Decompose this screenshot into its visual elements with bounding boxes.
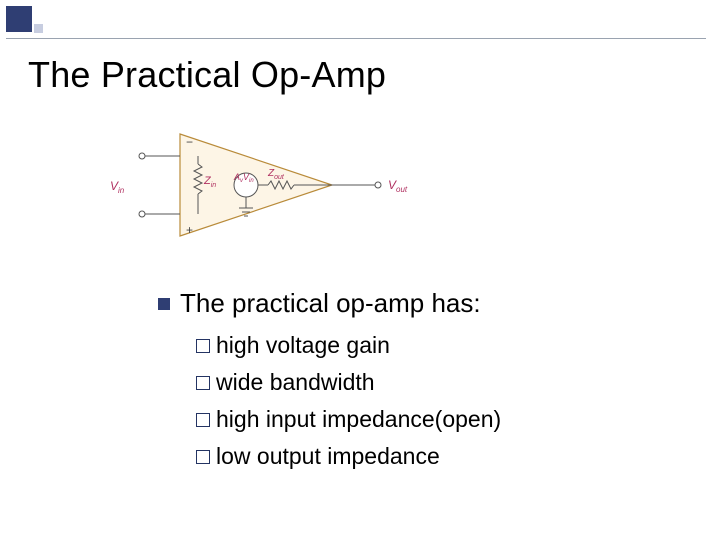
plus-label: + xyxy=(186,223,193,237)
vin-label: Vin xyxy=(110,179,125,195)
accent-square-small xyxy=(34,24,43,33)
bullet-square-icon xyxy=(158,298,170,310)
list-item: wide bandwidth xyxy=(196,369,501,396)
vout-label: Vout xyxy=(388,178,408,194)
checkbox-icon xyxy=(196,450,210,464)
accent-square-large xyxy=(6,6,32,32)
checkbox-icon xyxy=(196,339,210,353)
list-item-label: low output impedance xyxy=(216,443,440,470)
bullet-list: high voltage gain wide bandwidth high in… xyxy=(196,332,501,470)
checkbox-icon xyxy=(196,413,210,427)
list-item-label: high voltage gain xyxy=(216,332,390,359)
list-item-label: wide bandwidth xyxy=(216,369,375,396)
subhead-row: The practical op-amp has: xyxy=(158,288,481,319)
subhead-text: The practical op-amp has: xyxy=(180,288,481,319)
checkbox-icon xyxy=(196,376,210,390)
slide-title: The Practical Op-Amp xyxy=(28,54,386,96)
list-item-label: high input impedance(open) xyxy=(216,406,501,433)
node-out xyxy=(375,182,381,188)
minus-label: − xyxy=(186,135,193,149)
list-item: low output impedance xyxy=(196,443,501,470)
opamp-diagram: − + Vin Zin AvVin Zout xyxy=(100,120,420,260)
list-item: high voltage gain xyxy=(196,332,501,359)
list-item: high input impedance(open) xyxy=(196,406,501,433)
node-in-pos xyxy=(139,211,145,217)
header-rule xyxy=(6,38,706,39)
node-in-neg xyxy=(139,153,145,159)
